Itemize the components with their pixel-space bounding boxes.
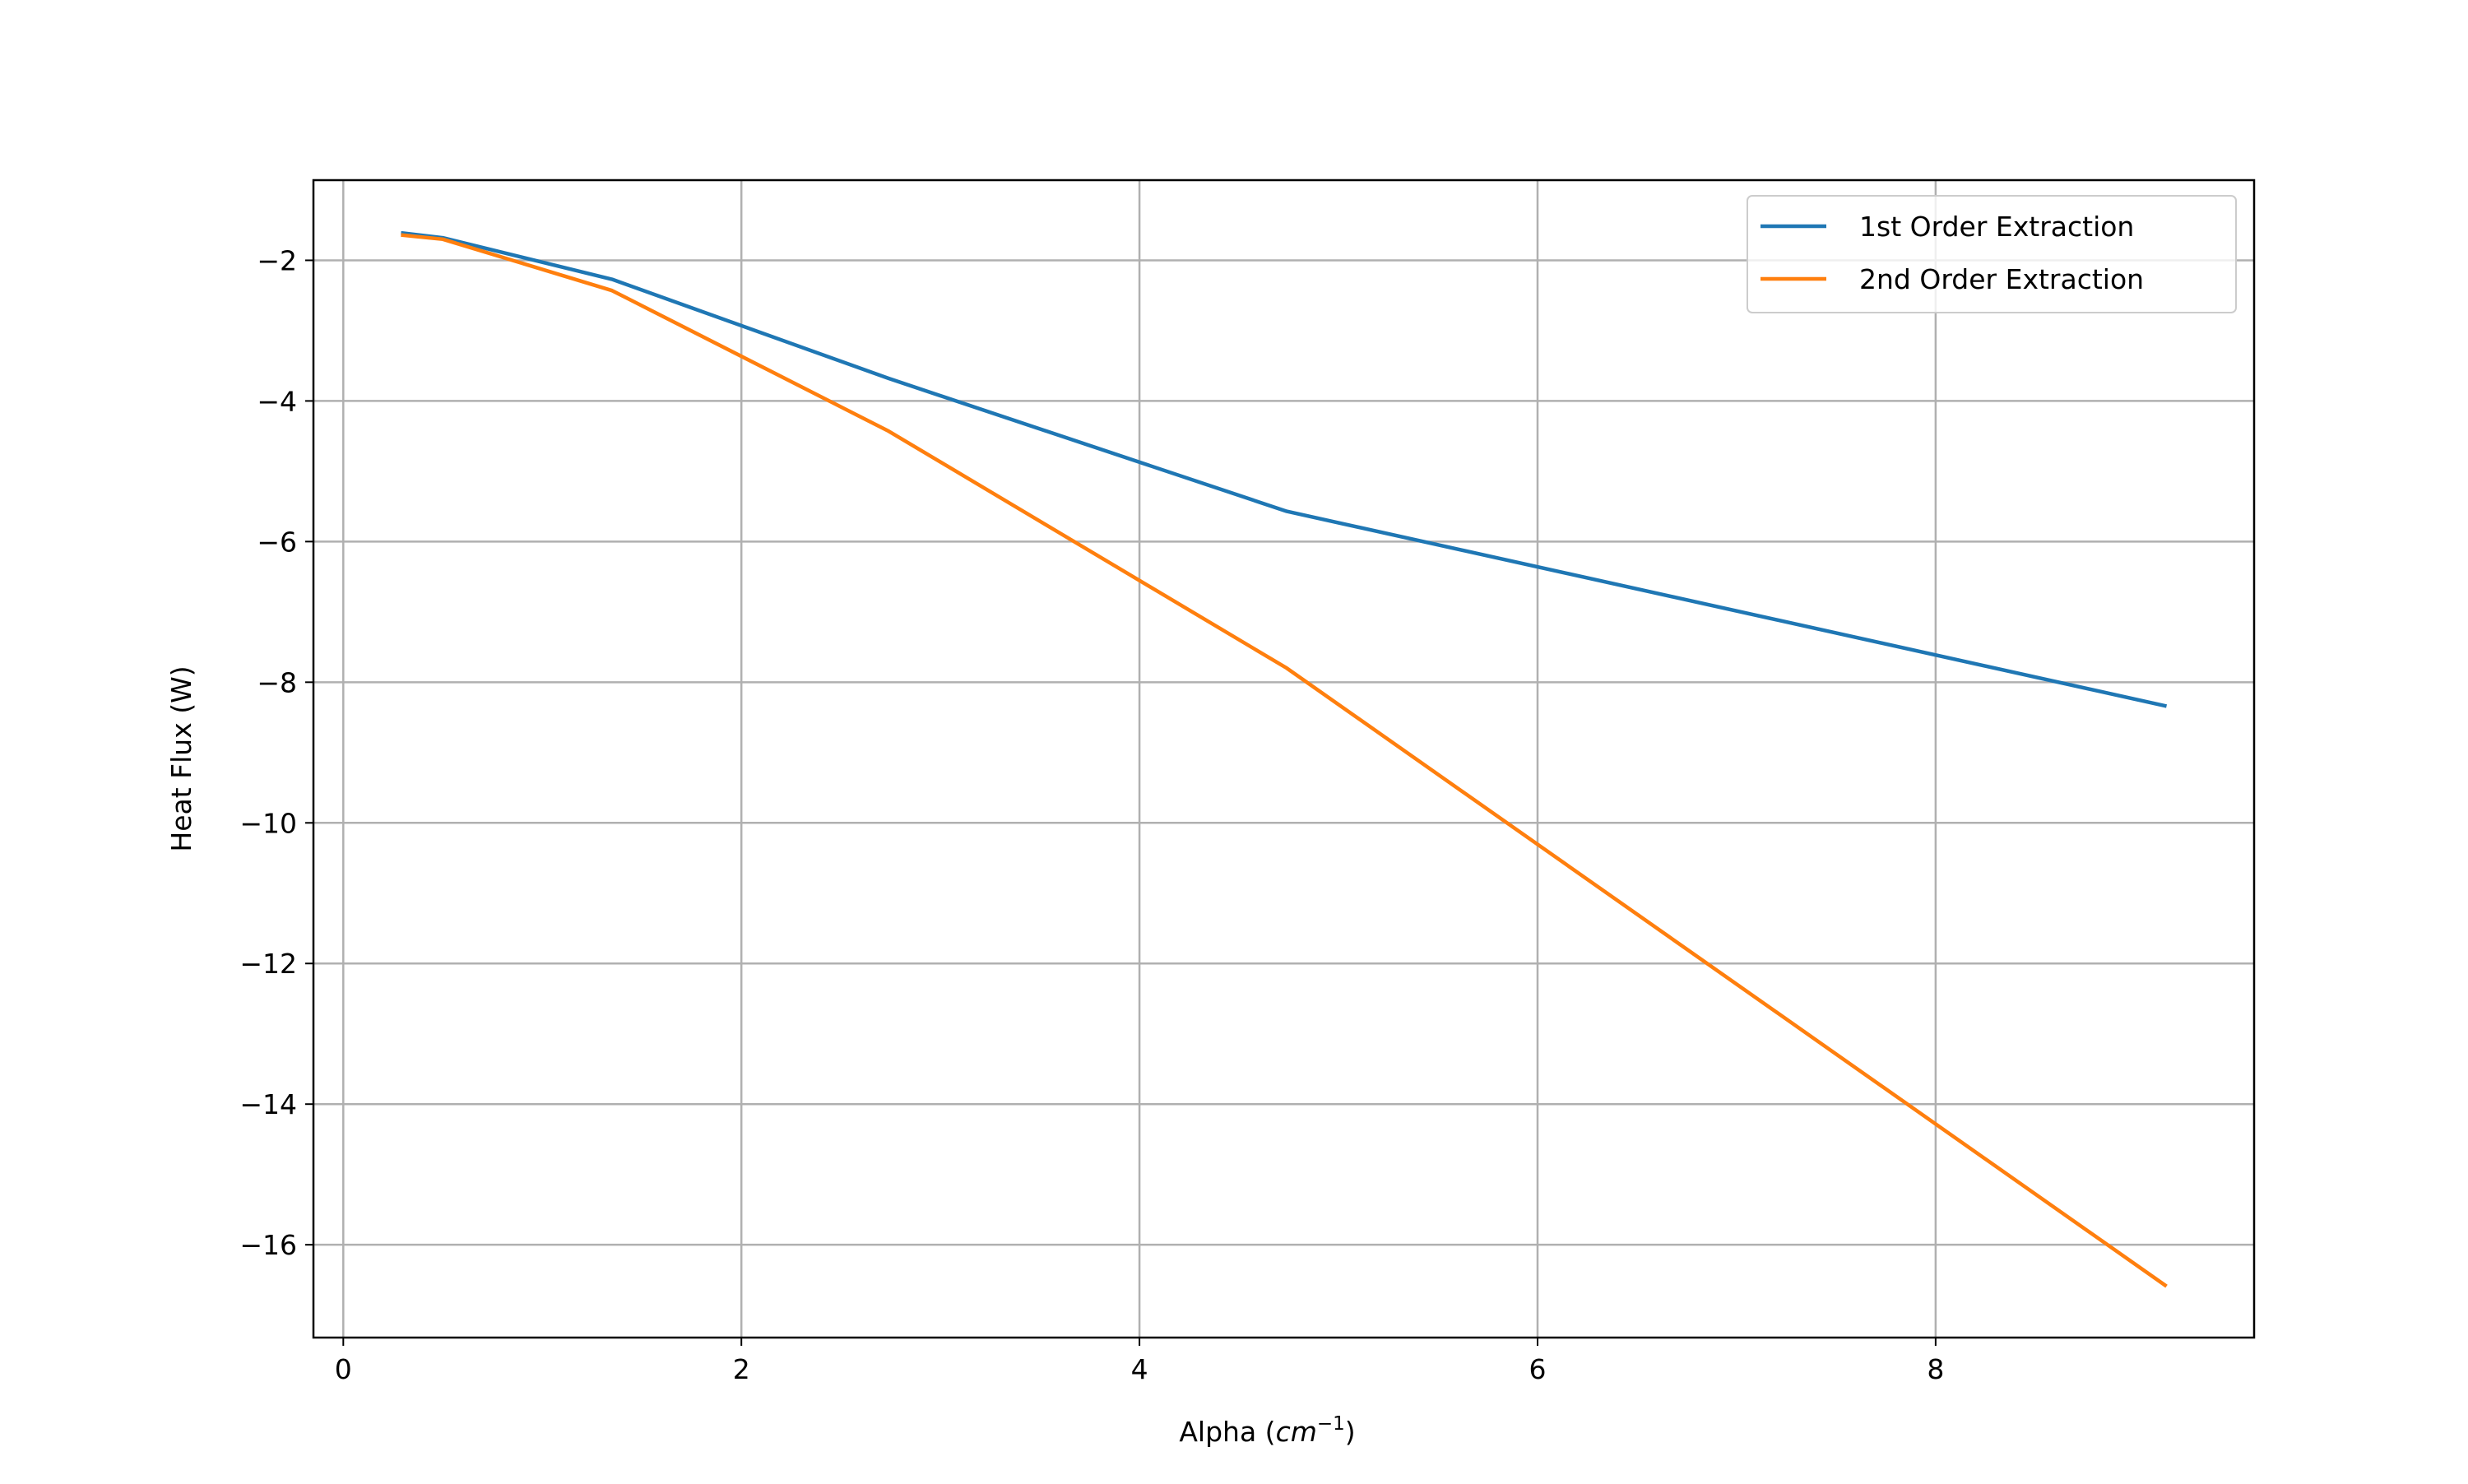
y-tick-label: −2 bbox=[257, 244, 297, 276]
series-lines bbox=[401, 230, 2168, 1288]
x-axis-label-close: ) bbox=[1345, 1416, 1356, 1448]
plot-frame bbox=[312, 179, 2256, 1339]
x-axis-label-exponent: −1 bbox=[1317, 1413, 1345, 1435]
grid bbox=[313, 180, 2254, 1338]
x-tick-label: 4 bbox=[1131, 1353, 1148, 1385]
legend-label-2: 2nd Order Extraction bbox=[1859, 263, 2144, 295]
x-tick-label: 2 bbox=[733, 1353, 750, 1385]
legend: 1st Order Extraction 2nd Order Extraction bbox=[1747, 195, 2237, 313]
y-tick-label: −8 bbox=[257, 666, 297, 698]
x-axis-label-unit: cm bbox=[1276, 1416, 1317, 1448]
x-tick-label: 6 bbox=[1529, 1353, 1546, 1385]
y-tick-label: −12 bbox=[239, 948, 297, 980]
y-tick-label: −4 bbox=[257, 385, 297, 417]
legend-label-1: 1st Order Extraction bbox=[1859, 211, 2134, 243]
x-axis-label: Alpha (cm−1) bbox=[1179, 1413, 1355, 1448]
legend-box bbox=[1747, 195, 2237, 313]
x-tick-label: 0 bbox=[335, 1353, 352, 1385]
ticks: 0 2 4 6 8 −2 −4 −6 −8 −10 −12 −14 −16 bbox=[239, 244, 1944, 1385]
y-tick-label: −6 bbox=[257, 526, 297, 558]
y-axis-label: Heat Flux (W) bbox=[165, 665, 197, 851]
x-axis-label-text: Alpha ( bbox=[1179, 1416, 1275, 1448]
x-tick-label: 8 bbox=[1927, 1353, 1944, 1385]
series-line-2 bbox=[401, 233, 2168, 1288]
y-tick-label: −10 bbox=[239, 807, 297, 839]
y-tick-label: −16 bbox=[239, 1229, 297, 1261]
y-tick-label: −14 bbox=[239, 1088, 297, 1120]
